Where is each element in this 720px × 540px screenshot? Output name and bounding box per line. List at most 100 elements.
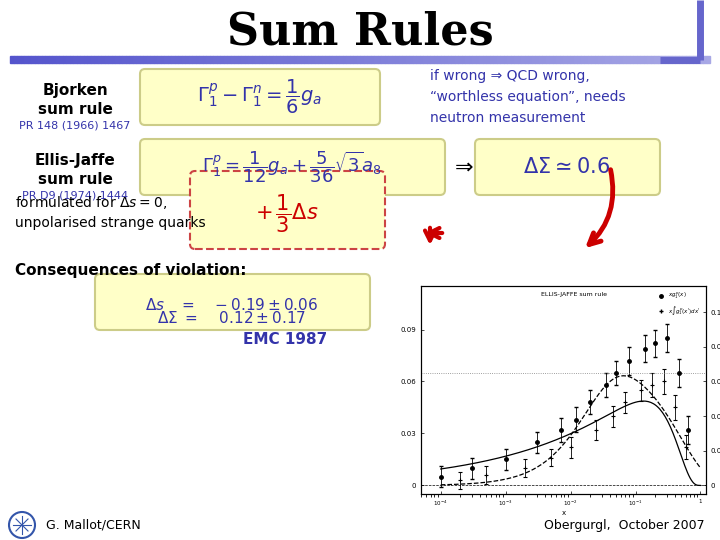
Text: Bjorken
sum rule: Bjorken sum rule [37,83,112,117]
Bar [174,56,178,63]
Bar [454,56,458,63]
Bar [140,56,143,63]
Bar [384,56,388,63]
Bar [472,56,476,63]
Bar [696,56,700,63]
Bar [507,56,510,63]
Text: $\Delta\Sigma \simeq 0.6$: $\Delta\Sigma \simeq 0.6$ [523,157,611,177]
Bar [258,56,262,63]
Bar [94,56,98,63]
Bar [465,56,469,63]
Bar [682,56,685,63]
Bar [475,56,479,63]
Bar [650,56,654,63]
Bar [629,56,633,63]
Legend: $xg_1^p(x)$, $x\int g_1^p(x')dx'$: $xg_1^p(x)$, $x\int g_1^p(x')dx'$ [656,289,703,319]
Bar [668,56,672,63]
Bar [413,56,416,63]
Bar [500,56,503,63]
Bar [73,56,76,63]
Bar [654,56,657,63]
Bar [290,56,294,63]
Bar [42,56,45,63]
Bar [238,56,241,63]
Bar [584,56,588,63]
Bar [451,56,454,63]
Bar [181,56,185,63]
Bar [647,56,651,63]
Bar [706,56,710,63]
Bar [343,56,346,63]
Text: Obergurgl,  October 2007: Obergurgl, October 2007 [544,518,705,531]
Bar [546,56,549,63]
Bar [430,56,433,63]
Bar [381,56,384,63]
Bar [349,56,353,63]
Bar [255,56,258,63]
Bar [70,56,73,63]
Bar [283,56,287,63]
Bar [189,56,192,63]
Bar [59,56,63,63]
Bar [80,56,84,63]
Text: Ellis-Jaffe
sum rule: Ellis-Jaffe sum rule [35,153,115,187]
Bar [493,56,497,63]
Bar [66,56,70,63]
Bar [220,56,224,63]
Bar [112,56,115,63]
FancyBboxPatch shape [140,139,445,195]
Bar [623,56,626,63]
Bar [332,56,336,63]
Bar [315,56,318,63]
Text: $\Gamma_1^p = \dfrac{1}{12}g_a  +  \dfrac{5}{36}\sqrt{3}a_8$: $\Gamma_1^p = \dfrac{1}{12}g_a + \dfrac{… [202,149,382,185]
Bar [14,56,17,63]
Bar [297,56,301,63]
Bar [398,56,402,63]
Bar [371,56,374,63]
Bar [294,56,297,63]
Bar [45,56,49,63]
Bar [307,56,311,63]
Bar [588,56,591,63]
Bar [444,56,448,63]
Bar [665,56,668,63]
Bar [272,56,276,63]
Bar [318,56,322,63]
Text: EMC 1987: EMC 1987 [243,333,327,348]
Bar [119,56,122,63]
Bar [497,56,500,63]
Bar [171,56,174,63]
Bar [616,56,619,63]
Text: if wrong ⇒ QCD wrong,
“worthless equation”, needs
neutron measurement: if wrong ⇒ QCD wrong, “worthless equatio… [430,70,626,125]
Bar [35,56,38,63]
Bar [311,56,315,63]
Bar [633,56,636,63]
Bar [192,56,196,63]
Bar [91,56,94,63]
Bar [202,56,206,63]
Bar [612,56,616,63]
Bar [518,56,521,63]
Bar [300,56,304,63]
Bar [510,56,514,63]
Bar [685,56,689,63]
Bar [535,56,539,63]
Text: PR 148 (1966) 1467: PR 148 (1966) 1467 [19,120,131,130]
Bar [230,56,234,63]
Bar [328,56,332,63]
Bar [542,56,546,63]
Bar [458,56,462,63]
Bar [223,56,227,63]
Bar [17,56,21,63]
Bar [469,56,472,63]
Bar [115,56,119,63]
Bar [644,56,647,63]
Bar [437,56,441,63]
Text: $\Delta\Sigma \; = \quad\; 0.12 \pm 0.17$: $\Delta\Sigma \; = \quad\; 0.12 \pm 0.17… [158,310,307,326]
Bar [605,56,608,63]
Bar [279,56,283,63]
Bar [531,56,535,63]
Bar [266,56,269,63]
Bar [84,56,87,63]
Bar [360,56,364,63]
